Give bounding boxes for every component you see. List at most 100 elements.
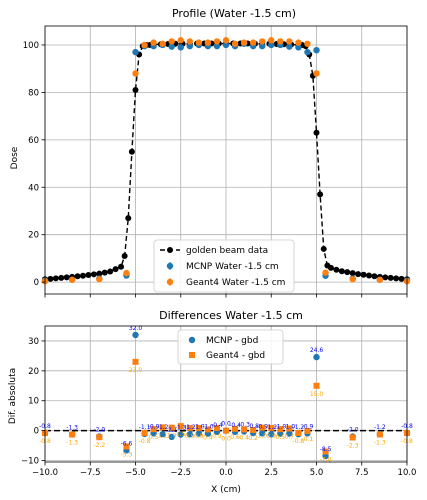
geant4-diff-label: -0.8 bbox=[139, 438, 151, 445]
profile-legend: golden beam data MCNP Water -1.5 cm Geant4… bbox=[153, 239, 295, 293]
geant4-diff-point bbox=[250, 427, 257, 434]
differences-ytick-label: 10 bbox=[28, 397, 39, 407]
geant4-diff-label: 0.4 bbox=[203, 434, 213, 441]
geant4-diff-label: 1.1 bbox=[158, 432, 168, 439]
geant4-diff-label: -0.1 bbox=[302, 436, 314, 443]
golden-beam-point bbox=[371, 273, 378, 280]
differences-xtick-label: −2.5 bbox=[170, 468, 191, 478]
mcnp-diff-label: -1.2 bbox=[184, 424, 196, 431]
geant4-diff-label: -0.8 bbox=[293, 438, 305, 445]
differences-chart-ylabel: Dif. absoluta bbox=[8, 368, 18, 424]
geant4-diff-point bbox=[168, 424, 175, 431]
golden-beam-point bbox=[355, 271, 362, 278]
mcnp-diff-point bbox=[259, 430, 266, 437]
mcnp-diff-label: -1.3 bbox=[66, 425, 78, 432]
geant4-point bbox=[277, 38, 284, 45]
differences-ytick-label: −10 bbox=[21, 457, 39, 467]
golden-beam-point bbox=[128, 148, 135, 155]
geant4-point bbox=[240, 39, 248, 46]
golden-beam-point bbox=[58, 274, 65, 281]
geant4-point bbox=[322, 269, 329, 276]
mcnp-diff-label: -0.9 bbox=[256, 423, 268, 430]
geant4-diff-label: 0.4 bbox=[239, 434, 249, 441]
differences-xtick-label: 5.0 bbox=[310, 468, 324, 478]
geant4-diff-point bbox=[313, 382, 320, 389]
differences-chart-title: Differences Water -1.5 cm bbox=[159, 309, 303, 322]
geant4-point bbox=[313, 70, 320, 77]
mcnp-point bbox=[186, 42, 193, 50]
mcnp-diff-label: -1.1 bbox=[139, 424, 151, 431]
geant4-diff-point bbox=[213, 424, 220, 431]
geant4-point bbox=[68, 276, 76, 283]
geant4-diff-point bbox=[232, 425, 239, 432]
golden-beam-point bbox=[125, 215, 132, 222]
geant4-diff-label: 0.0 bbox=[221, 436, 231, 443]
geant4-diff-point bbox=[304, 427, 311, 434]
golden-beam-point bbox=[333, 266, 340, 273]
geant4-point bbox=[286, 38, 293, 45]
geant4-diff-label: 0.9 bbox=[266, 433, 276, 440]
golden-beam-point bbox=[74, 273, 81, 280]
geant4-point bbox=[231, 40, 239, 47]
geant4-diff-point bbox=[150, 426, 157, 433]
mcnp-diff-point bbox=[168, 433, 175, 441]
golden-beam-point bbox=[382, 274, 389, 281]
mcnp-point bbox=[295, 44, 302, 51]
golden-beam-point bbox=[96, 270, 103, 277]
mcnp-diff-label: -1.0 bbox=[202, 424, 214, 431]
geant4-diff-point bbox=[277, 426, 284, 433]
geant4-point bbox=[168, 38, 175, 45]
golden-beam-point bbox=[365, 272, 372, 279]
profile-ytick-label: 100 bbox=[23, 41, 39, 51]
golden-beam-point bbox=[398, 275, 405, 282]
golden-beam-point bbox=[52, 275, 59, 282]
golden-beam-point bbox=[90, 271, 97, 278]
geant4-point bbox=[249, 39, 257, 46]
legend-geant4-label: Geant4 Water -1.5 cm bbox=[186, 278, 285, 288]
differences-legend-box bbox=[177, 329, 284, 365]
mcnp-point bbox=[259, 42, 266, 50]
geant4-point bbox=[304, 40, 311, 47]
golden-beam-point bbox=[118, 263, 125, 270]
geant4-diff-point bbox=[123, 443, 130, 450]
golden-beam-point bbox=[63, 274, 70, 281]
geant4-diff-point bbox=[141, 430, 148, 437]
geant4-diff-label: 0.9 bbox=[185, 433, 195, 440]
legend-golden-label: golden beam data bbox=[186, 246, 268, 256]
geant4-diff-label: 0.5 bbox=[149, 434, 159, 441]
geant4-diff-label: 0.7 bbox=[285, 434, 295, 441]
geant4-diff-point bbox=[204, 426, 211, 433]
legend-geant4-marker bbox=[166, 278, 174, 286]
geant4-point bbox=[150, 39, 157, 46]
mcnp-diff-label: -1.2 bbox=[374, 424, 386, 431]
mcnp-point bbox=[222, 41, 230, 49]
legend-golden-marker bbox=[167, 247, 173, 253]
geant4-point bbox=[96, 276, 103, 283]
mcnp-diff-point bbox=[313, 353, 320, 361]
mcnp-diff-label: -0.3 bbox=[238, 422, 250, 429]
geant4-diff-label: 23.0 bbox=[129, 367, 143, 374]
geant4-diff-point bbox=[186, 424, 193, 431]
geant4-diff-point bbox=[376, 431, 383, 438]
mcnp-diff-label: -1.0 bbox=[274, 424, 286, 431]
golden-beam-point bbox=[121, 253, 128, 260]
differences-xtick-label: 7.5 bbox=[355, 468, 369, 478]
differences-xtick-label: −5.0 bbox=[125, 468, 146, 478]
geant4-diff-point bbox=[286, 425, 293, 432]
golden-beam-point bbox=[338, 268, 345, 275]
differences-legend: MCNP - gbd Geant4 - gbd bbox=[177, 329, 284, 365]
mcnp-point bbox=[268, 41, 275, 49]
differences-ytick-label: 20 bbox=[28, 367, 39, 377]
profile-ytick-label: 20 bbox=[28, 231, 39, 241]
mcnp-point bbox=[177, 44, 184, 51]
mcnp-diff-label: -8.5 bbox=[320, 446, 332, 453]
geant4-point bbox=[213, 38, 221, 45]
geant4-diff-label: 1.0 bbox=[167, 433, 177, 440]
geant4-diff-point bbox=[322, 448, 329, 455]
mcnp-diff-label: 0.0 bbox=[221, 421, 231, 428]
golden-beam-point bbox=[107, 268, 114, 275]
differences-ytick-label: 0 bbox=[34, 427, 39, 437]
mcnp-diff-point bbox=[286, 430, 293, 437]
legend-geant4-diff-marker bbox=[189, 352, 195, 358]
